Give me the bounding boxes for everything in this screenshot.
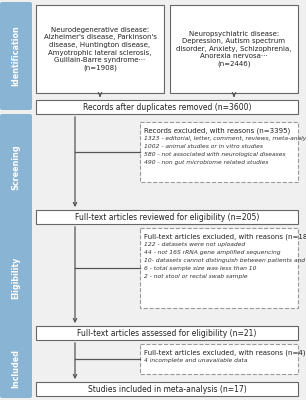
FancyBboxPatch shape xyxy=(36,326,298,340)
Text: 1323 - editorial, letter, comment, reviews, meta-analysis: 1323 - editorial, letter, comment, revie… xyxy=(144,136,306,141)
Text: Records after duplicates removed (n=3600): Records after duplicates removed (n=3600… xyxy=(83,102,251,112)
FancyBboxPatch shape xyxy=(140,122,298,182)
Text: 490 - non gut microbiome related studies: 490 - non gut microbiome related studies xyxy=(144,160,268,165)
Text: Full-text articles excluded, with reasons (n=184): Full-text articles excluded, with reason… xyxy=(144,233,306,240)
Text: Records excluded, with reasons (n=3395): Records excluded, with reasons (n=3395) xyxy=(144,127,290,134)
Text: Full-text articles excluded, with reasons (n=4): Full-text articles excluded, with reason… xyxy=(144,349,305,356)
Text: Full-text articles assessed for eligibility (n=21): Full-text articles assessed for eligibil… xyxy=(77,328,257,338)
Text: 4 incomplete and unavailable data: 4 incomplete and unavailable data xyxy=(144,358,248,363)
Text: Neuropsychiatric disease:
Depression, Autism spectrum
disorder, Anxiety, Schizop: Neuropsychiatric disease: Depression, Au… xyxy=(176,31,292,67)
FancyBboxPatch shape xyxy=(0,2,32,110)
FancyBboxPatch shape xyxy=(0,114,32,220)
Text: 122 - datasets were not uploaded: 122 - datasets were not uploaded xyxy=(144,242,245,247)
FancyBboxPatch shape xyxy=(140,228,298,308)
FancyBboxPatch shape xyxy=(140,344,298,374)
FancyBboxPatch shape xyxy=(36,382,298,396)
FancyBboxPatch shape xyxy=(0,216,32,340)
FancyBboxPatch shape xyxy=(36,5,164,93)
Text: 10- datasets cannot distinguish between patients and controls: 10- datasets cannot distinguish between … xyxy=(144,258,306,263)
FancyBboxPatch shape xyxy=(36,210,298,224)
Text: Studies included in meta-analysis (n=17): Studies included in meta-analysis (n=17) xyxy=(88,384,246,394)
FancyBboxPatch shape xyxy=(170,5,298,93)
Text: Eligibility: Eligibility xyxy=(12,257,21,299)
Text: Included: Included xyxy=(12,348,21,388)
Text: Identification: Identification xyxy=(12,26,21,86)
Text: Screening: Screening xyxy=(12,144,21,190)
Text: 44 - not 16S rRNA gene amplified sequencing: 44 - not 16S rRNA gene amplified sequenc… xyxy=(144,250,281,255)
Text: 1002 - animal studies or in vitro studies: 1002 - animal studies or in vitro studie… xyxy=(144,144,263,149)
Text: 2 - not stool or rectal swab sample: 2 - not stool or rectal swab sample xyxy=(144,274,248,279)
Text: Neurodegenerative disease:
Alzheimer's disease, Parkinson's
disease, Huntington : Neurodegenerative disease: Alzheimer's d… xyxy=(43,27,156,71)
FancyBboxPatch shape xyxy=(0,338,32,398)
Text: 6 - total sample size was less than 10: 6 - total sample size was less than 10 xyxy=(144,266,256,271)
FancyBboxPatch shape xyxy=(36,100,298,114)
Text: 580 - not associated with neurological diseases: 580 - not associated with neurological d… xyxy=(144,152,285,157)
Text: Full-text articles reviewed for eligibility (n=205): Full-text articles reviewed for eligibil… xyxy=(75,212,259,222)
